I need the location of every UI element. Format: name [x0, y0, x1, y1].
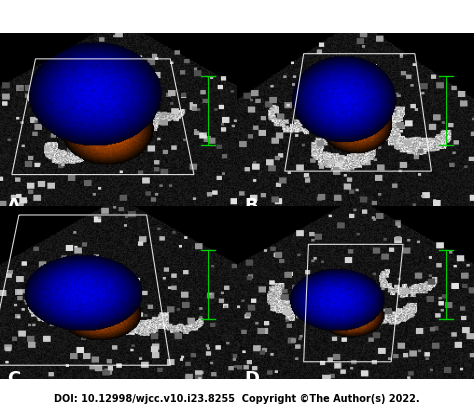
Text: B: B [245, 197, 258, 215]
Text: D: D [245, 370, 260, 389]
Text: C: C [7, 370, 20, 389]
Text: A: A [7, 197, 21, 215]
Text: DOI: 10.12998/wjcc.v10.i23.8255  Copyright ©The Author(s) 2022.: DOI: 10.12998/wjcc.v10.i23.8255 Copyrigh… [54, 394, 420, 404]
